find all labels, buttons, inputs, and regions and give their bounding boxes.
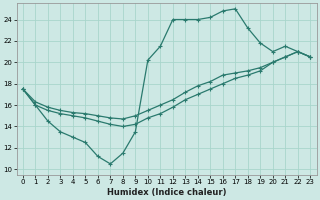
X-axis label: Humidex (Indice chaleur): Humidex (Indice chaleur) <box>107 188 226 197</box>
